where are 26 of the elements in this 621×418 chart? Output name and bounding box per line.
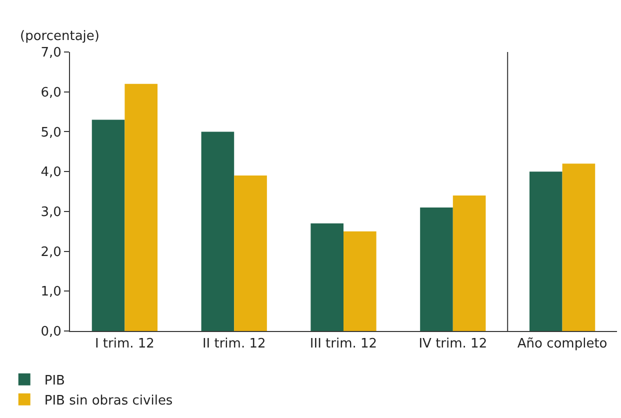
y-tick-label: 7,0 [40, 46, 62, 61]
bar [310, 223, 344, 331]
y-tick-label: 3,0 [40, 204, 62, 220]
x-tick-label: II trim. 12 [202, 336, 266, 352]
x-tick-label: IV trim. 12 [418, 336, 488, 352]
bar [452, 195, 486, 331]
x-tick-label: III trim. 12 [310, 336, 378, 352]
bar [124, 84, 158, 331]
bar [234, 176, 267, 331]
y-axis-title: (porcentaje) [20, 29, 100, 44]
y-tick-label: 0,0 [40, 324, 62, 340]
y-tick-label: 6,0 [40, 85, 62, 100]
y-tick-label: 2,0 [40, 244, 62, 260]
y-tick-label: 5,0 [40, 125, 62, 140]
x-tick-label: I trim. 12 [94, 336, 154, 352]
legend-label: PIB sin obras civiles [44, 393, 173, 408]
bar [344, 231, 376, 331]
x-tick-label: Año completo [517, 336, 608, 352]
y-tick-label: 4,0 [40, 165, 62, 180]
legend-label: PIB [44, 374, 65, 388]
bar [420, 207, 453, 331]
bar [201, 132, 234, 331]
y-tick-label: 1,0 [40, 284, 62, 300]
bar [92, 120, 125, 331]
bar [529, 172, 562, 331]
bar [562, 164, 596, 331]
